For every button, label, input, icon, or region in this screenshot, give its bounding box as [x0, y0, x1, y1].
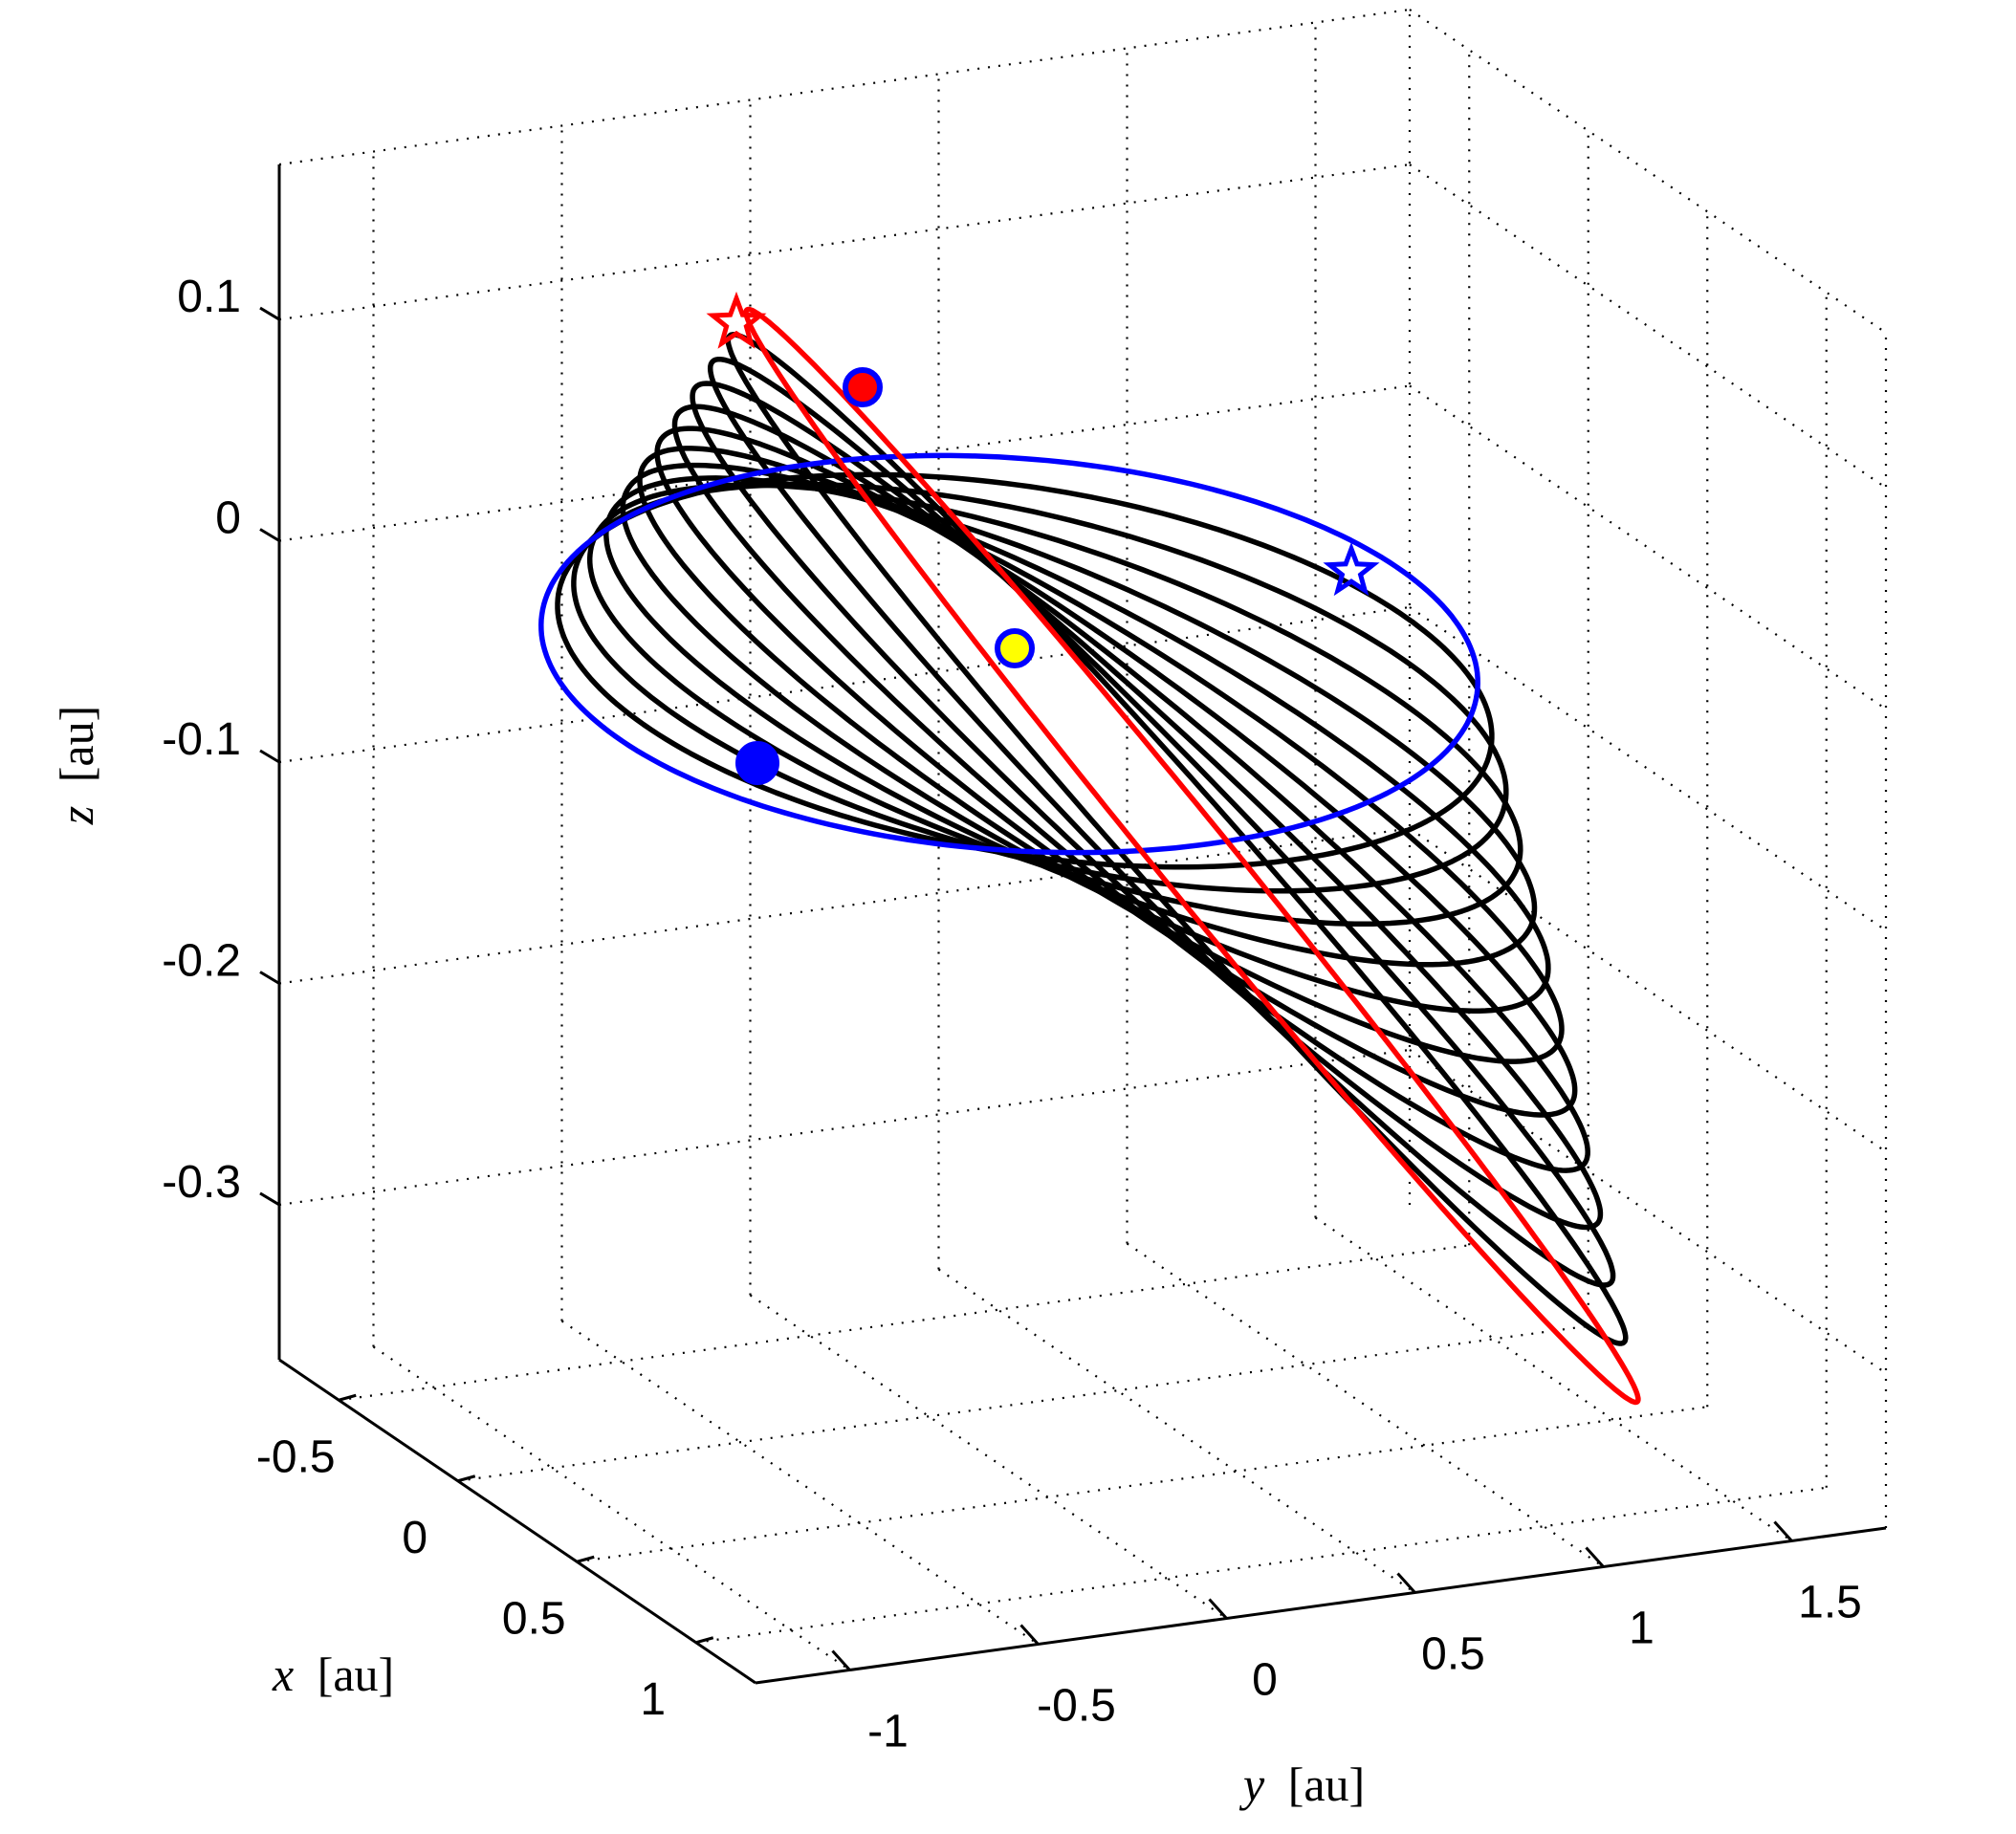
- grid-line-y-floor: [937, 1268, 1416, 1594]
- intermediate-orbit: [603, 475, 1538, 968]
- z-tick-label: -0.3: [162, 1157, 241, 1208]
- x-axis-label-unit: [au]: [318, 1648, 395, 1701]
- grid-line-x-floor: [695, 1486, 1827, 1644]
- intermediate-orbit: [637, 446, 1565, 1064]
- z-tick-label: 0.1: [177, 272, 241, 322]
- markers: [706, 291, 1380, 785]
- grid-line-x-floor: [457, 1324, 1589, 1482]
- x-tick-label: 1: [640, 1674, 666, 1725]
- grid-line-z-wall: [1409, 606, 1887, 931]
- y-tick-label: 0.5: [1421, 1629, 1485, 1680]
- z-tick: [259, 306, 280, 321]
- box-edge: [1409, 9, 1887, 334]
- y-axis-label-unit: [au]: [1288, 1758, 1366, 1811]
- x-axis-label-var: x: [272, 1648, 294, 1701]
- grid-line-z-wall: [278, 605, 1411, 764]
- grid-line-x-floor: [577, 1406, 1708, 1563]
- grid-line-z-wall: [278, 1048, 1411, 1207]
- intermediate-orbit: [620, 462, 1551, 1014]
- x-axis-line: [278, 1358, 756, 1685]
- final-orbit-red: [743, 306, 1641, 1406]
- z-tick-label: -0.1: [162, 714, 241, 765]
- y-tick: [1585, 1546, 1605, 1568]
- y-tick-label: 1: [1629, 1604, 1654, 1654]
- grid-line-z-wall: [1409, 164, 1887, 489]
- red-circle-marker: [843, 367, 883, 407]
- y-tick: [1208, 1598, 1228, 1620]
- z-tick-label: -0.2: [162, 935, 241, 986]
- y-tick-label: -0.5: [1037, 1681, 1116, 1732]
- intermediate-orbit: [555, 471, 1495, 870]
- y-tick: [831, 1649, 851, 1671]
- z-tick: [259, 528, 280, 542]
- grid-line-x-floor: [339, 1244, 1470, 1402]
- x-tick-label: 0: [402, 1513, 427, 1563]
- sun-marker: [995, 628, 1035, 668]
- grid-line-z-wall: [1409, 827, 1887, 1153]
- intermediate-orbit: [671, 404, 1590, 1173]
- axes: [259, 164, 1887, 1685]
- x-axis-label: x [au]: [272, 1648, 394, 1701]
- blue-star-marker: [1323, 541, 1380, 597]
- y-tick: [1019, 1624, 1040, 1646]
- x-tick: [695, 1636, 714, 1645]
- box-edge: [278, 8, 1411, 166]
- grid-line-y-floor: [1314, 1216, 1793, 1542]
- x-tick: [338, 1393, 357, 1402]
- intermediate-orbit: [571, 481, 1509, 894]
- y-axis-line: [755, 1526, 1887, 1685]
- grid-line-z-wall: [278, 827, 1411, 985]
- y-tick-label: 0: [1252, 1655, 1278, 1706]
- grid-line-y-floor: [372, 1345, 851, 1671]
- intermediate-orbit: [690, 381, 1604, 1231]
- blue-circle-marker: [735, 741, 779, 785]
- grid-line-z-wall: [278, 163, 1411, 321]
- intermediate-orbit: [654, 426, 1578, 1118]
- y-tick-label: -1: [867, 1707, 909, 1758]
- z-axis-label-unit: [au]: [50, 706, 103, 783]
- grid-lines: [278, 8, 1888, 1671]
- z-axis-label: z [au]: [50, 706, 103, 825]
- initial-orbit-blue: [538, 452, 1480, 856]
- y-tick-label: 1.5: [1798, 1578, 1862, 1628]
- x-tick: [457, 1474, 476, 1483]
- grid-line-z-wall: [278, 384, 1411, 542]
- orbits: [538, 306, 1641, 1406]
- grid-line-z-wall: [1409, 384, 1887, 710]
- y-axis-label: y [au]: [1238, 1758, 1365, 1811]
- z-tick: [259, 1191, 280, 1207]
- x-tick: [576, 1555, 595, 1563]
- y-tick: [1396, 1572, 1416, 1594]
- z-tick: [259, 971, 280, 985]
- red-star-marker: [706, 291, 767, 349]
- z-axis-label-var: z: [50, 806, 103, 825]
- intermediate-orbit: [707, 356, 1616, 1288]
- grid-line-y-floor: [1126, 1242, 1605, 1568]
- grid-line-y-floor: [749, 1294, 1228, 1620]
- z-tick: [259, 749, 280, 764]
- x-tick-label: 0.5: [502, 1593, 566, 1644]
- grid-line-y-floor: [560, 1320, 1040, 1646]
- z-tick-label: 0: [215, 493, 241, 544]
- y-tick: [1773, 1520, 1793, 1542]
- tick-labels: 0.1 0 -0.1 -0.2 -0.3 -0.5 0 0.5 1 -1 -0.5 0 0.5 1 1.5: [162, 272, 1862, 1757]
- x-tick-label: -0.5: [256, 1431, 336, 1482]
- y-axis-label-var: y: [1238, 1758, 1265, 1811]
